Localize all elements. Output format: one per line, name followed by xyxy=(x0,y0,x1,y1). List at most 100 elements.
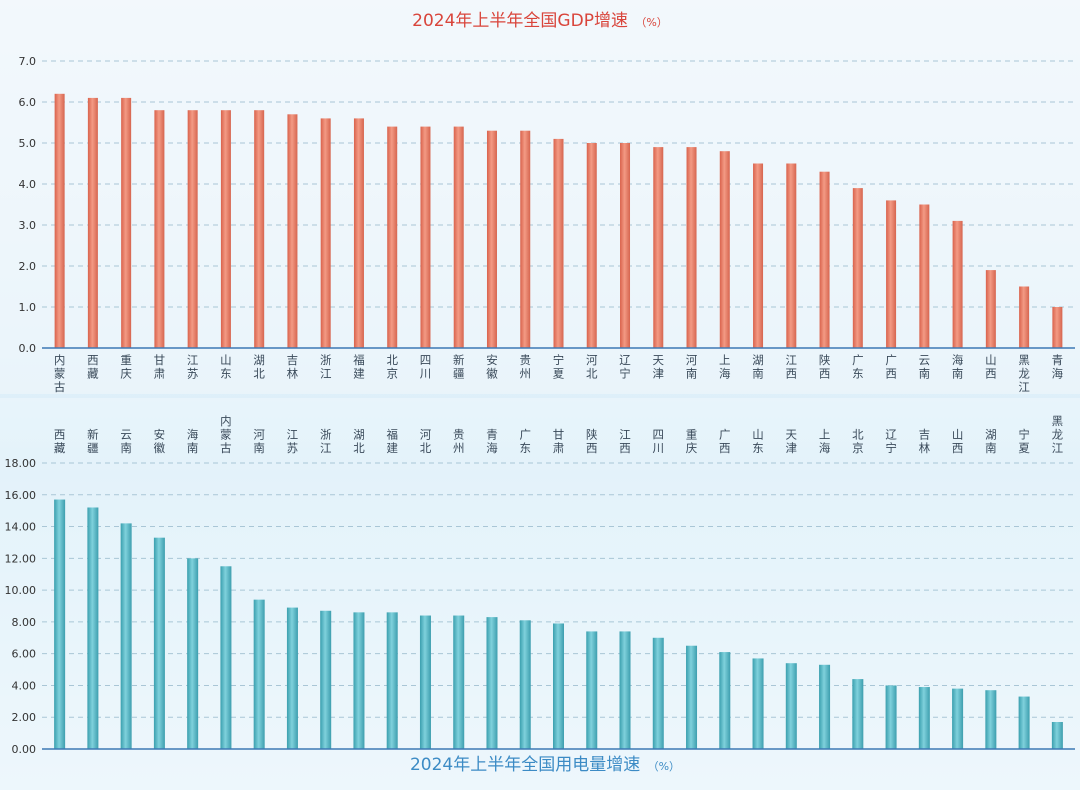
power-category-label: 河北 xyxy=(420,428,432,456)
power-category-label: 黑龙江 xyxy=(1052,414,1064,455)
gdp-bar xyxy=(985,270,996,348)
power-category-label: 安徽 xyxy=(154,428,166,456)
power-y-tick-label: 6.00 xyxy=(12,648,37,661)
gdp-y-tick-label: 4.0 xyxy=(19,178,37,191)
gdp-category-label: 福建 xyxy=(353,353,365,381)
gdp-chart-title: 2024年上半年全国GDP增速 （%） xyxy=(412,11,668,31)
gdp-category-label: 青海 xyxy=(1052,353,1064,381)
gdp-category-label: 山东 xyxy=(220,353,232,381)
gdp-category-label: 陕西 xyxy=(819,353,831,381)
power-category-label: 天津 xyxy=(786,428,798,456)
power-bar xyxy=(985,690,997,749)
power-y-tick-label: 8.00 xyxy=(12,616,37,629)
gdp-category-label: 云南 xyxy=(919,353,931,381)
gdp-category-label: 江苏 xyxy=(187,353,199,381)
gdp-category-label: 重庆 xyxy=(120,353,132,381)
power-bar xyxy=(519,620,531,749)
gdp-category-label: 河南 xyxy=(686,353,698,381)
gdp-y-tick-label: 6.0 xyxy=(19,96,37,109)
power-category-label: 湖南 xyxy=(985,428,997,456)
gdp-category-label: 甘肃 xyxy=(154,353,166,381)
power-bar xyxy=(785,663,797,749)
power-bar xyxy=(386,612,398,749)
gdp-bar xyxy=(1019,286,1030,348)
gdp-bar xyxy=(87,97,98,349)
gdp-bar xyxy=(154,110,165,348)
gdp-category-label: 吉林 xyxy=(287,353,299,381)
gdp-category-label: 宁夏 xyxy=(553,353,565,381)
gdp-bar xyxy=(453,126,464,348)
power-category-label: 宁夏 xyxy=(1018,428,1030,456)
power-category-label: 北京 xyxy=(852,428,864,456)
gdp-bar xyxy=(819,171,830,348)
gdp-growth-chart: 0.0 1.0 2.0 3.0 4.0 5.0 6.0 7.0 内蒙古 西藏重庆甘肃江苏山东湖北吉… xyxy=(19,55,1075,394)
power-y-tick-label: 12.00 xyxy=(5,552,37,565)
gdp-bar xyxy=(553,138,564,348)
power-category-label: 山西 xyxy=(952,428,964,456)
gdp-bar xyxy=(852,188,863,348)
gdp-category-label: 四川 xyxy=(420,353,432,381)
power-bar xyxy=(253,599,265,749)
power-bar xyxy=(187,558,199,749)
gdp-bar xyxy=(254,110,265,348)
power-y-tick-label: 14.00 xyxy=(5,521,37,534)
gdp-y-tick-label: 0.0 xyxy=(19,342,37,355)
gdp-bar xyxy=(686,147,697,348)
power-bar xyxy=(220,566,232,749)
gdp-bar xyxy=(1052,307,1063,348)
power-category-label: 内蒙古 xyxy=(220,414,232,455)
gdp-bar xyxy=(320,118,331,349)
power-category-label: 江西 xyxy=(619,428,631,456)
power-category-label: 山东 xyxy=(752,428,764,456)
power-y-tick-label: 16.00 xyxy=(5,489,37,502)
gdp-bar xyxy=(287,114,298,348)
power-bar xyxy=(419,615,431,749)
power-category-label: 新疆 xyxy=(87,428,99,456)
gdp-category-label: 辽宁 xyxy=(619,353,631,381)
power-bar xyxy=(286,607,298,749)
gdp-bar xyxy=(919,204,930,348)
power-category-label: 上海 xyxy=(819,428,831,456)
power-chart-title: 2024年上半年全国用电量增速 （%） xyxy=(410,755,680,775)
gdp-bar xyxy=(353,118,364,349)
power-bar xyxy=(586,631,598,749)
gdp-y-tick-label: 1.0 xyxy=(19,301,37,314)
gdp-y-tick-label: 5.0 xyxy=(19,137,37,150)
power-category-label: 贵州 xyxy=(453,428,465,456)
gdp-category-label: 浙江 xyxy=(320,353,332,381)
power-category-label: 四川 xyxy=(653,428,665,456)
power-category-label: 云南 xyxy=(120,428,132,456)
gdp-bar xyxy=(420,126,431,348)
gdp-category-label: 上海 xyxy=(719,353,731,381)
gdp-bar xyxy=(620,143,631,348)
power-bar xyxy=(918,687,930,749)
power-bar xyxy=(952,688,964,749)
gdp-category-label: 山西 xyxy=(985,353,997,381)
gdp-bar xyxy=(886,200,897,348)
power-category-label: 西藏 xyxy=(54,428,66,456)
power-bar xyxy=(752,658,764,749)
gdp-bar xyxy=(54,93,65,348)
power-bar xyxy=(353,612,365,749)
gdp-bar xyxy=(187,110,198,348)
gdp-y-tick-label: 3.0 xyxy=(19,219,37,232)
gdp-bar xyxy=(952,220,963,348)
power-category-label: 河南 xyxy=(253,428,265,456)
power-bar xyxy=(54,499,66,749)
power-category-label: 海南 xyxy=(187,428,199,456)
power-bar xyxy=(1018,696,1030,749)
power-bar xyxy=(320,610,332,749)
gdp-category-label: 安徽 xyxy=(486,353,498,381)
power-bar xyxy=(1051,721,1063,749)
gdp-bar xyxy=(753,163,764,348)
power-category-label: 福建 xyxy=(386,428,398,456)
power-category-label: 甘肃 xyxy=(553,428,565,456)
gdp-category-label: 西藏 xyxy=(87,353,99,381)
gdp-panel-background xyxy=(0,0,1080,394)
gdp-category-label: 内蒙古 xyxy=(54,353,66,394)
gdp-category-label: 贵州 xyxy=(519,353,531,381)
gdp-bar xyxy=(653,147,664,348)
gdp-category-label: 广东 xyxy=(852,353,864,381)
power-bar xyxy=(153,537,165,749)
